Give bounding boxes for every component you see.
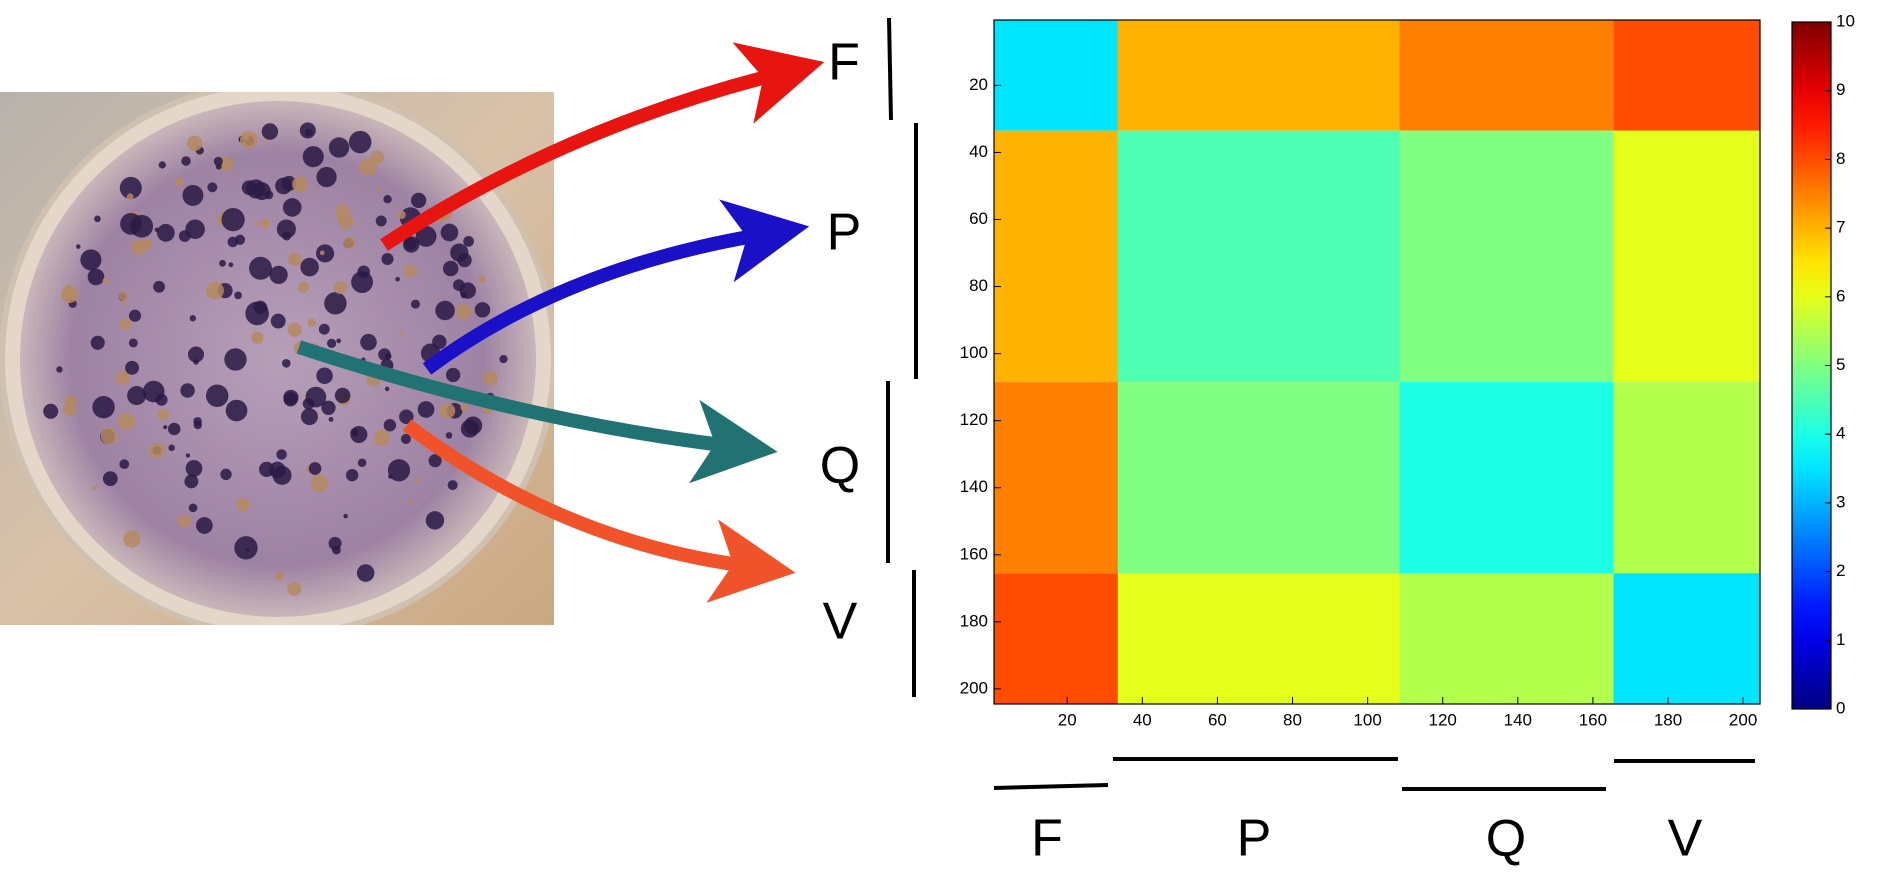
y-tick-label: 120: [960, 410, 988, 429]
bottom-label: Q: [1486, 810, 1526, 868]
colorbar-tick-label: 2: [1836, 561, 1845, 580]
heat-cell: [994, 382, 1118, 574]
colorbar-tick-label: 3: [1836, 492, 1845, 511]
colorbar-tick-label: 9: [1836, 80, 1845, 99]
bottom-label: F: [1031, 810, 1063, 868]
colorbar-tick-label: 4: [1836, 424, 1845, 443]
y-tick-label: 80: [969, 276, 988, 295]
heat-cell: [1117, 130, 1400, 383]
y-tick-label: 100: [960, 343, 988, 362]
heatmap: 20 40 60 80 100 120 140 160 180 20020406080100120…: [960, 11, 1855, 729]
heat-cell: [1117, 20, 1400, 131]
heat-cell: [1613, 573, 1760, 704]
heat-cell: [994, 573, 1118, 704]
x-tick-label: 40: [1133, 710, 1152, 729]
y-tick-label: 160: [960, 544, 988, 563]
colorbar-tick-label: 6: [1836, 286, 1845, 305]
x-tick-label: 60: [1208, 710, 1227, 729]
x-tick-label: 80: [1283, 710, 1302, 729]
side-label: V: [823, 593, 858, 651]
side-label: F: [828, 34, 860, 92]
photo: [0, 92, 554, 625]
side-brackets: [886, 17, 918, 697]
bottom-brackets: [993, 757, 1755, 791]
side-label: Q: [820, 437, 860, 495]
colorbar-tick-label: 8: [1836, 149, 1845, 168]
colorbar-tick-label: 0: [1836, 698, 1845, 717]
heat-cell: [1399, 130, 1614, 383]
heat-cell: [1613, 20, 1760, 131]
heat-cell: [994, 130, 1118, 383]
colorbar-tick-label: 5: [1836, 355, 1845, 374]
x-tick-label: 200: [1729, 710, 1757, 729]
colorbar-tick-label: 1: [1836, 630, 1845, 649]
x-tick-label: 140: [1504, 710, 1532, 729]
y-tick-label: 200: [960, 678, 988, 697]
heat-cell: [1117, 382, 1400, 574]
heat-cell: [1399, 382, 1614, 574]
heat-cell: [1613, 130, 1760, 383]
x-tick-label: 20: [1058, 710, 1077, 729]
plot-frame: [993, 19, 1761, 705]
x-tick-label: 120: [1429, 710, 1457, 729]
bottom-label: P: [1237, 810, 1272, 868]
y-tick-label: 20: [969, 75, 988, 94]
y-tick-label: 60: [969, 209, 988, 228]
y-tick-label: 40: [969, 142, 988, 161]
heat-cell: [1117, 573, 1400, 704]
y-tick-label: 180: [960, 611, 988, 630]
heat-cell: [994, 20, 1118, 131]
side-label: P: [827, 204, 862, 262]
x-tick-label: 100: [1353, 710, 1381, 729]
x-tick-label: 180: [1654, 710, 1682, 729]
heat-cell: [1399, 20, 1614, 131]
heat-cell: [1613, 382, 1760, 574]
y-tick-label: 140: [960, 477, 988, 496]
bottom-label: V: [1668, 810, 1703, 868]
heat-cell: [1399, 573, 1614, 704]
x-tick-label: 160: [1579, 710, 1607, 729]
colorbar-tick-label: 10: [1836, 11, 1855, 30]
arrows: [296, 42, 825, 603]
colorbar-tick-label: 7: [1836, 218, 1845, 237]
